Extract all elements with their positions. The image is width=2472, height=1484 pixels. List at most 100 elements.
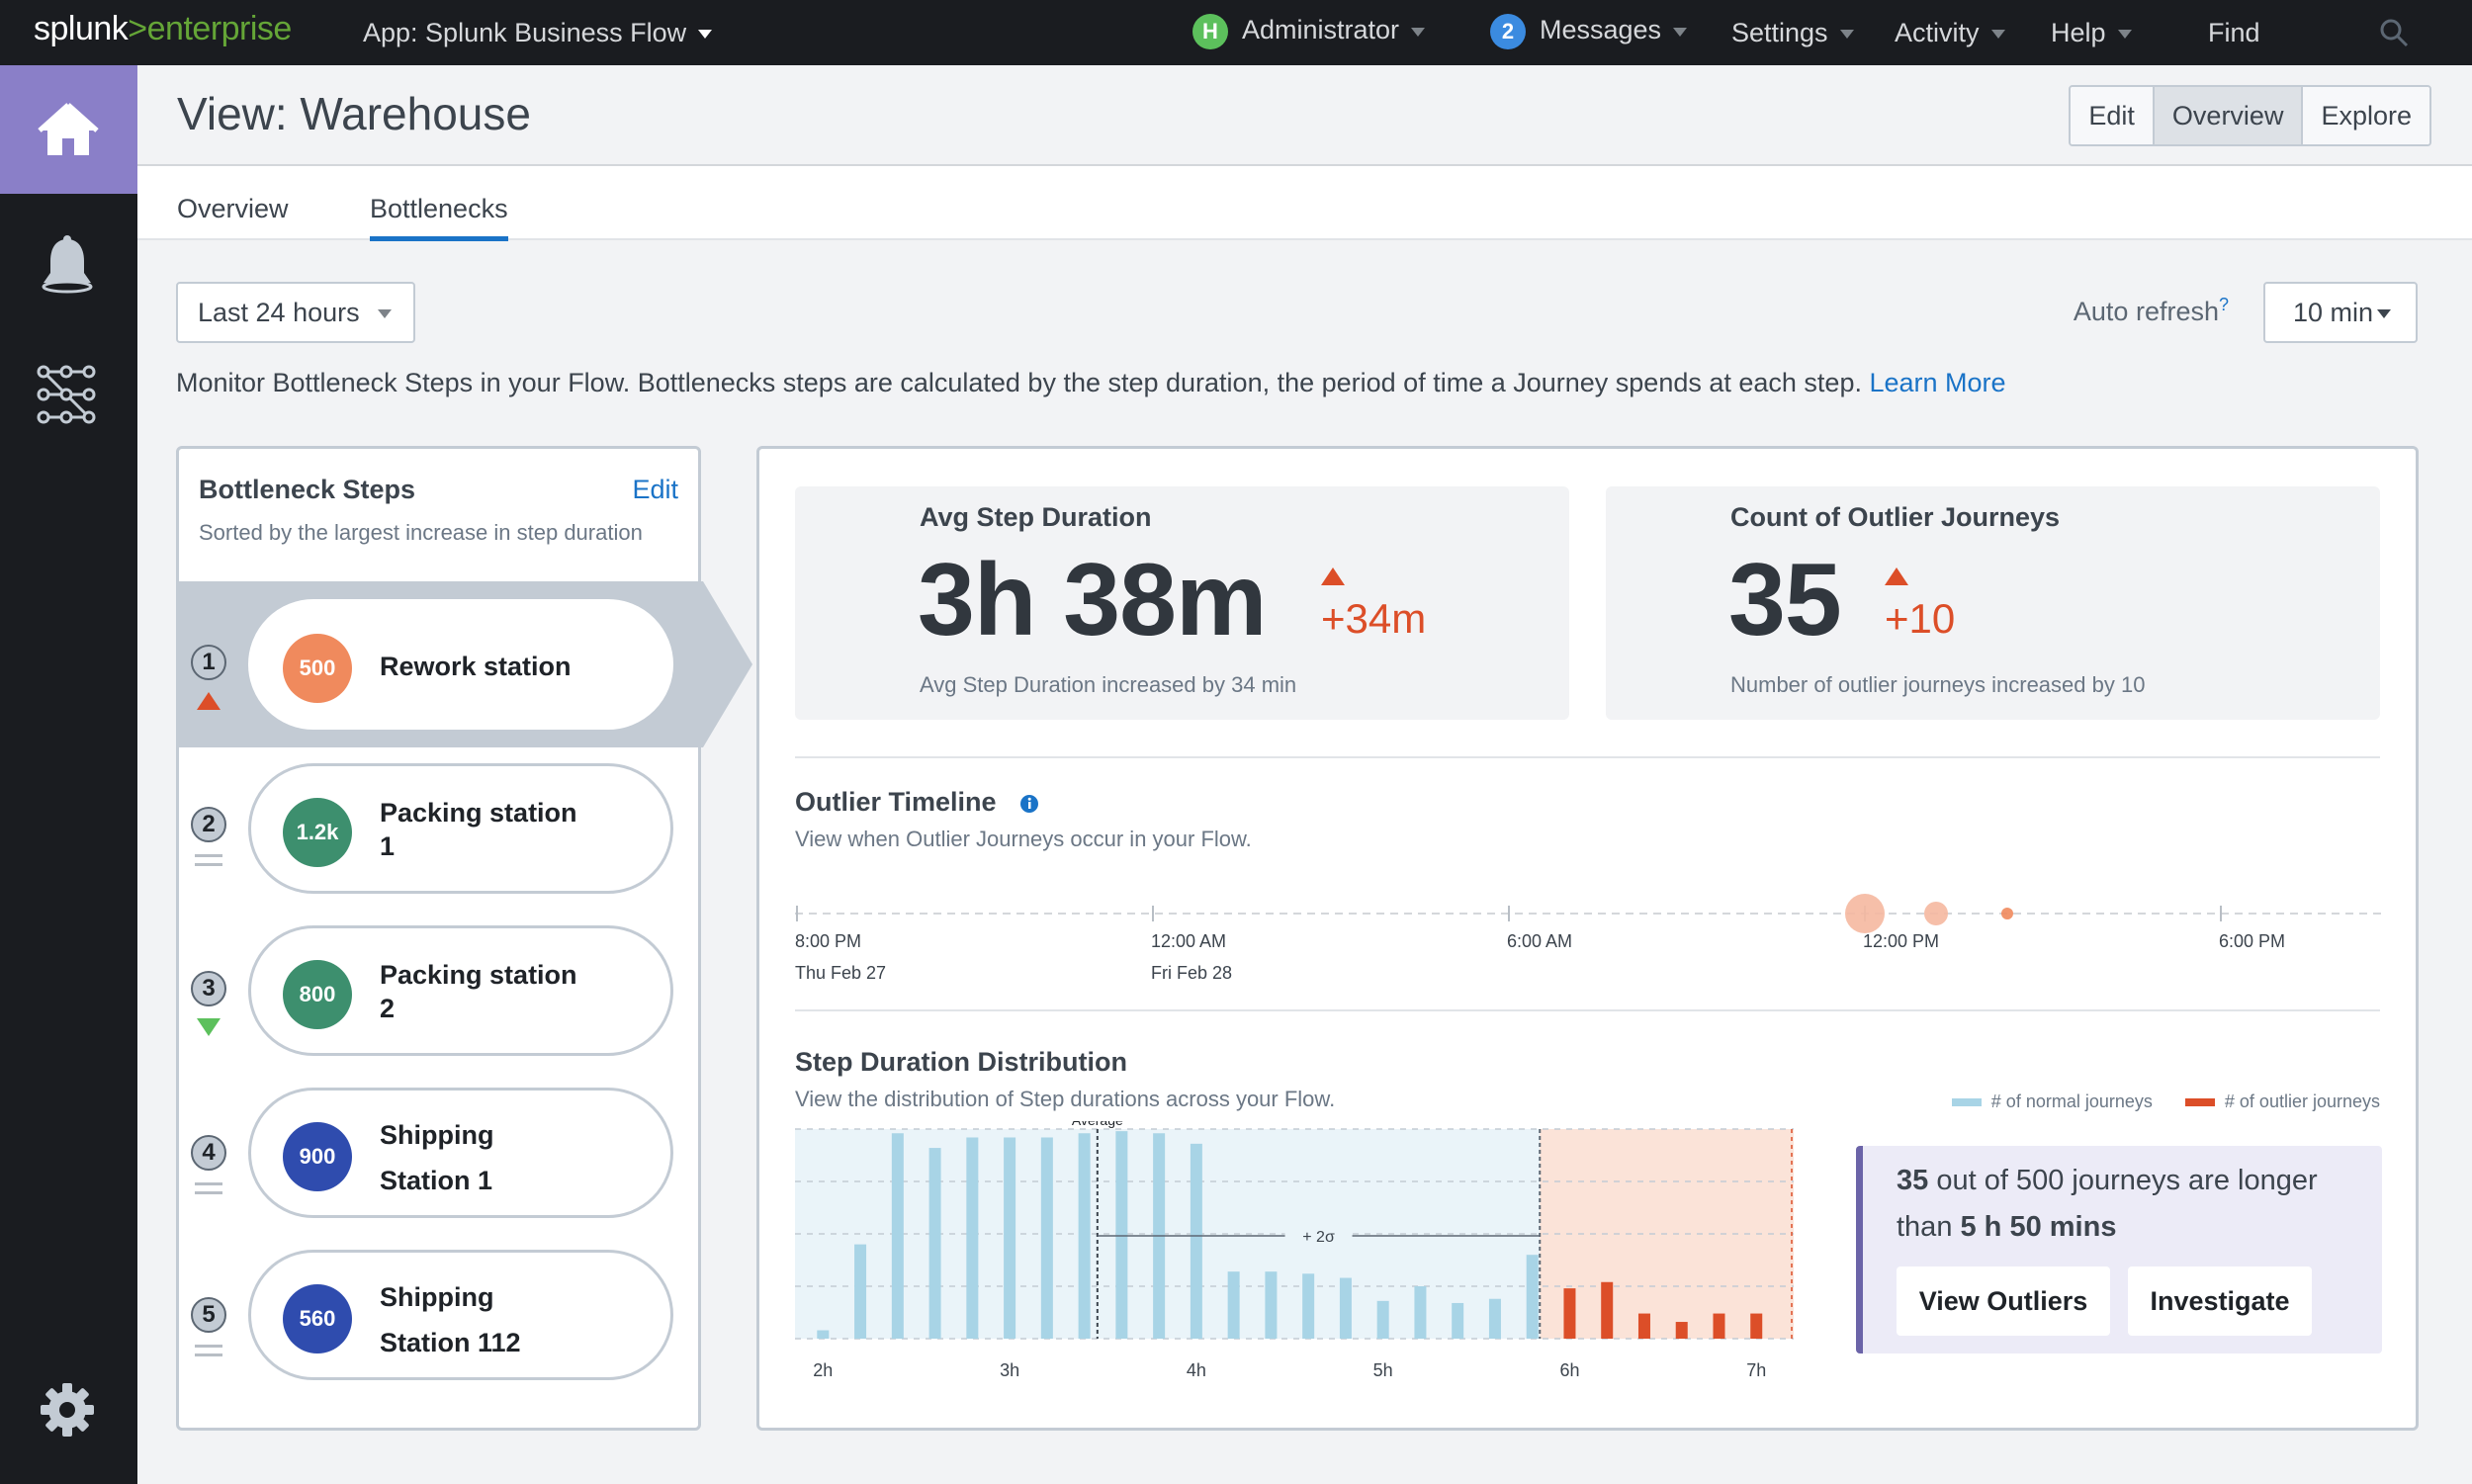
app-menu[interactable]: App: Splunk Business Flow: [363, 18, 713, 48]
step-card-shipping-station-112[interactable]: 560 Shipping Station 112: [248, 1250, 673, 1380]
step-card-shipping-station-1[interactable]: 900 Shipping Station 1: [248, 1088, 673, 1218]
outlier-journeys-bar[interactable]: [1637, 1313, 1650, 1339]
flow-network-icon: [37, 365, 96, 424]
normal-journeys-bar[interactable]: [928, 1148, 941, 1339]
x-tick-label: 4h: [1187, 1360, 1206, 1378]
step-rank: 3: [191, 971, 226, 1006]
normal-journeys-bar[interactable]: [1115, 1131, 1128, 1339]
x-tick-label: 7h: [1746, 1360, 1766, 1378]
normal-journeys-bar[interactable]: [1376, 1300, 1389, 1339]
legend-label-outlier: # of outlier journeys: [2224, 1091, 2380, 1111]
normal-journeys-bar[interactable]: [1040, 1137, 1053, 1339]
investigate-button[interactable]: Investigate: [2128, 1266, 2312, 1336]
search-icon[interactable]: [2379, 18, 2409, 47]
timeline-tick-time: 6:00 AM: [1507, 931, 1572, 951]
distribution-title: Step Duration Distribution: [795, 1047, 1127, 1077]
time-range-value: Last 24 hours: [198, 298, 360, 327]
normal-journeys-bar[interactable]: [891, 1133, 904, 1339]
chart-legend: # of normal journeys # of outlier journe…: [1951, 1091, 2380, 1112]
normal-journeys-bar[interactable]: [966, 1137, 979, 1339]
outlier-event-dot[interactable]: [1845, 894, 1885, 933]
outlier-journeys-bar[interactable]: [1675, 1322, 1688, 1339]
kpi-label: Avg Step Duration: [920, 502, 1152, 532]
view-outliers-button[interactable]: View Outliers: [1897, 1266, 2110, 1336]
bottleneck-steps-panel: Bottleneck Steps Edit Sorted by the larg…: [176, 446, 752, 1431]
x-tick-label: 3h: [1000, 1360, 1019, 1378]
outlier-timeline-title-text: Outlier Timeline: [795, 787, 997, 817]
outlier-event-dot[interactable]: [2001, 908, 2013, 919]
messages-menu[interactable]: 2 Messages: [1490, 14, 1688, 49]
tab-overview[interactable]: Overview: [177, 194, 289, 223]
normal-journeys-bar[interactable]: [1302, 1273, 1315, 1339]
normal-journeys-bar[interactable]: [1078, 1133, 1091, 1339]
user-name: Administrator: [1242, 15, 1400, 45]
sidebar: [0, 65, 137, 1484]
logo-product: enterprise: [146, 10, 293, 47]
sidebar-item-alerts[interactable]: [0, 223, 137, 322]
normal-journeys-bar[interactable]: [1190, 1143, 1202, 1339]
sidebar-item-flows[interactable]: [0, 342, 137, 441]
step-card-packing-station-1[interactable]: 1.2k Packing station 1: [248, 763, 673, 894]
trend-up-icon: [197, 692, 221, 710]
normal-journeys-bar[interactable]: [1526, 1255, 1539, 1339]
auto-refresh-select[interactable]: 10 min: [2263, 282, 2418, 343]
step-count-badge: 1.2k: [283, 798, 352, 867]
logo-separator: >: [128, 10, 147, 47]
user-menu[interactable]: H Administrator: [1192, 14, 1426, 49]
sidebar-item-home[interactable]: [0, 65, 137, 194]
step-card-packing-station-2[interactable]: 800 Packing station 2: [248, 925, 673, 1056]
tab-bottlenecks[interactable]: Bottlenecks: [370, 194, 508, 241]
outlier-journeys-bar[interactable]: [1563, 1288, 1576, 1339]
outlier-journeys-bar[interactable]: [1713, 1313, 1725, 1339]
view-mode-button-group: Edit Overview Explore: [2069, 85, 2431, 146]
legend-swatch-outlier: [2184, 1098, 2215, 1107]
step-name: Rework station: [380, 650, 572, 683]
step-name: Packing station 2: [380, 958, 577, 1025]
step-name-line1: Shipping: [380, 1282, 494, 1312]
normal-journeys-bar[interactable]: [1227, 1271, 1240, 1339]
bottleneck-steps-edit-link[interactable]: Edit: [632, 475, 678, 504]
top-navigation-bar: splunk>enterprise App: Splunk Business F…: [0, 0, 2472, 65]
info-icon[interactable]: [1019, 794, 1039, 814]
app-menu-label: App: Splunk Business Flow: [363, 18, 687, 47]
step-name: Packing station 1: [380, 796, 577, 863]
avg-step-duration-card: Avg Step Duration 3h 38m +34m Avg Step D…: [795, 486, 1569, 720]
step-name-line1: Packing station: [380, 798, 577, 828]
outlier-journeys-bar[interactable]: [1601, 1281, 1614, 1339]
settings-menu[interactable]: Settings: [1731, 18, 1854, 48]
step-name-line2: Station 1: [380, 1166, 493, 1195]
learn-more-link[interactable]: Learn More: [1869, 368, 2006, 397]
overview-button[interactable]: Overview: [2152, 87, 2302, 144]
normal-journeys-bar[interactable]: [1339, 1277, 1352, 1339]
normal-journeys-bar[interactable]: [1488, 1298, 1501, 1339]
help-icon[interactable]: ?: [2218, 295, 2229, 314]
normal-journeys-bar[interactable]: [1265, 1271, 1278, 1339]
normal-journeys-bar[interactable]: [1452, 1302, 1464, 1339]
outlier-summary-mid: out of 500 journeys are longer than: [1897, 1165, 2318, 1243]
edit-button[interactable]: Edit: [2071, 87, 2153, 144]
step-rank: 5: [191, 1297, 226, 1333]
help-menu[interactable]: Help: [2051, 18, 2132, 48]
timeline-tick-date: Fri Feb 28: [1151, 963, 1232, 983]
bell-icon: [42, 235, 93, 294]
distribution-subtitle: View the distribution of Step durations …: [795, 1087, 1336, 1111]
outlier-journeys-bar[interactable]: [1750, 1313, 1763, 1339]
kpi-delta: +10: [1885, 595, 1956, 642]
kpi-value: 35: [1728, 543, 1842, 657]
step-duration-distribution-chart: Average + 2σ 2h 3h 4h 5h 6h 7h: [795, 1121, 1794, 1378]
outlier-event-dot[interactable]: [1924, 902, 1948, 925]
normal-journeys-bar[interactable]: [854, 1244, 867, 1339]
sidebar-item-settings[interactable]: [0, 1360, 137, 1459]
logo-brand: splunk: [34, 10, 129, 47]
activity-menu[interactable]: Activity: [1895, 18, 2005, 48]
normal-journeys-bar[interactable]: [1414, 1286, 1427, 1339]
trend-up-icon: [1321, 567, 1345, 585]
step-name-line2: Station 112: [380, 1328, 521, 1357]
step-card-rework-station[interactable]: 500 Rework station: [248, 599, 673, 730]
splunk-logo[interactable]: splunk>enterprise: [34, 10, 292, 48]
normal-journeys-bar[interactable]: [1004, 1137, 1016, 1339]
explore-button[interactable]: Explore: [2301, 87, 2429, 144]
normal-journeys-bar[interactable]: [817, 1330, 830, 1339]
time-range-picker[interactable]: Last 24 hours: [176, 282, 415, 343]
step-rank: 2: [191, 807, 226, 842]
